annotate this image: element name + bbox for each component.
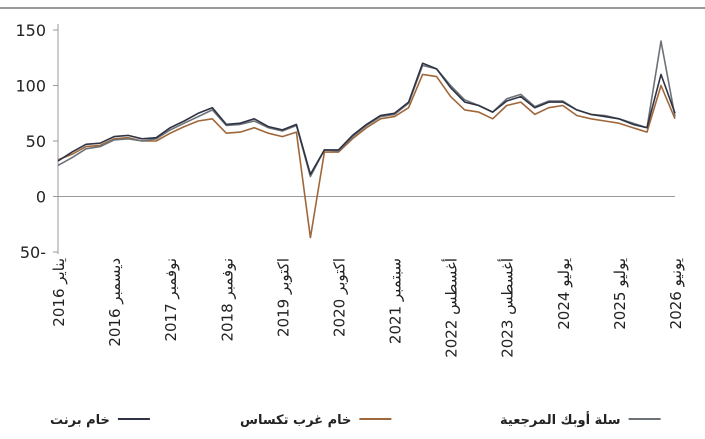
legend-label: خام برنت bbox=[50, 413, 110, 428]
series-line bbox=[57, 73, 676, 239]
x-tick-label: يوليو 2025 bbox=[611, 258, 629, 330]
x-tick-label: يونيو 2026 bbox=[667, 258, 685, 329]
x-tick-label: نوفمبر 2017 bbox=[162, 258, 180, 342]
series-line bbox=[57, 62, 676, 176]
y-tick-label: 0 bbox=[36, 188, 46, 207]
y-tick-label: 100 bbox=[15, 77, 46, 96]
series-line bbox=[57, 40, 676, 178]
legend-label: سلة أوبك المرجعية bbox=[500, 411, 621, 428]
y-tick-label: 150 bbox=[15, 21, 46, 40]
x-tick-label: أغسطس 2023 bbox=[498, 258, 517, 358]
x-tick-label: اكتوبر 2020 bbox=[330, 258, 348, 337]
x-tick-label: أغسطس 2022 bbox=[442, 258, 461, 358]
x-tick-label: اكتوبر 2019 bbox=[274, 258, 292, 337]
x-tick-label: ديسمبر 2016 bbox=[106, 258, 124, 347]
x-tick-label: نوفمبر 2018 bbox=[218, 258, 236, 342]
x-tick-label: سبتمبر 2021 bbox=[387, 258, 405, 344]
y-tick-label: 50- bbox=[20, 243, 46, 262]
legend-label: خام غرب تكساس bbox=[240, 413, 351, 428]
y-tick-label: 50 bbox=[26, 132, 46, 151]
x-tick-label: يناير 2016 bbox=[50, 258, 68, 327]
x-tick-label: يوليو 2024 bbox=[555, 258, 573, 330]
